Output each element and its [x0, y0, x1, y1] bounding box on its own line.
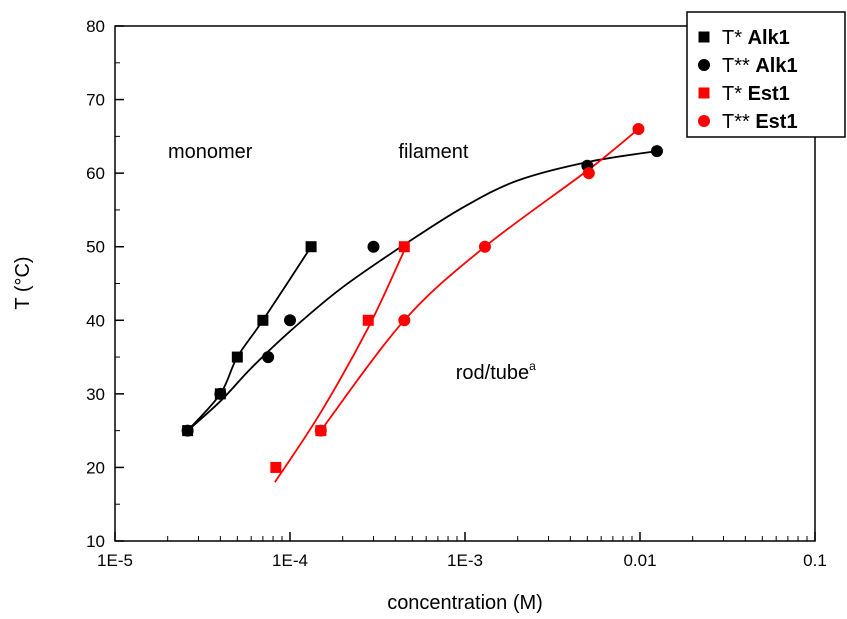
x-tick-label: 0.01 — [623, 551, 656, 570]
data-point-tstarstar-est1 — [632, 123, 645, 135]
data-point-tstarstar-alk1 — [367, 240, 380, 253]
y-tick-label: 80 — [86, 17, 105, 36]
y-tick-label: 30 — [86, 385, 105, 404]
data-point-tstar-est1 — [362, 314, 374, 326]
legend-box — [686, 11, 846, 138]
region-label: monomer — [168, 141, 253, 163]
data-point-tstar-est1 — [398, 241, 410, 253]
region-label: filament — [398, 141, 468, 163]
y-axis: 10 20 30 40 50 60 70 80 — [86, 17, 124, 551]
y-tick-label: 20 — [86, 458, 105, 477]
legend: T* Alk1 T** Alk1 T* Est1 T** Est1 — [686, 11, 846, 138]
data-point-tstarstar-alk1 — [650, 145, 663, 158]
data-point-tstar-alk1 — [305, 241, 317, 253]
data-point-tstarstar-est1 — [478, 240, 491, 253]
data-point-tstar-est1 — [270, 461, 282, 473]
x-tick-label: 1E-3 — [447, 551, 483, 570]
data-point-tstarstar-alk1 — [284, 314, 296, 327]
data-markers — [181, 123, 663, 473]
y-tick-label: 70 — [86, 91, 105, 110]
legend-marker — [698, 59, 710, 71]
legend-label: T* Alk1 — [722, 27, 790, 49]
legend-marker — [698, 31, 710, 43]
data-point-tstarstar-alk1 — [262, 351, 275, 364]
data-point-tstarstar-alk1 — [181, 424, 194, 437]
legend-marker — [698, 115, 710, 127]
fit-line-tstarstar-alk1 — [187, 150, 658, 432]
legend-marker — [698, 87, 710, 99]
x-tick-label: 1E-5 — [97, 551, 133, 570]
region-labels: monomer filament rod/tubea — [168, 141, 536, 384]
x-axis-title: concentration (M) — [387, 592, 543, 614]
legend-label: T** Alk1 — [722, 55, 798, 77]
x-tick-label: 1E-4 — [272, 551, 308, 570]
region-label: rod/tubea — [456, 359, 536, 384]
x-axis: 1E-5 1E-4 1E-3 0.01 0.1 — [97, 532, 827, 570]
legend-label: T* Est1 — [722, 83, 790, 105]
data-point-tstarstar-alk1 — [214, 387, 227, 400]
region-label-superscript: a — [529, 359, 536, 373]
data-point-tstarstar-est1 — [582, 167, 595, 180]
y-tick-label: 50 — [86, 238, 105, 257]
data-point-tstar-alk1 — [231, 351, 243, 363]
fit-lines — [186, 128, 658, 483]
data-point-tstarstar-est1 — [398, 314, 411, 327]
y-axis-title: T (°C) — [12, 256, 34, 309]
y-tick-label: 60 — [86, 164, 105, 183]
data-point-tstarstar-est1 — [314, 424, 327, 437]
fit-line-tstar-alk1 — [186, 246, 312, 432]
y-tick-label: 10 — [86, 532, 105, 551]
data-point-tstar-alk1 — [257, 314, 269, 326]
legend-label: T** Est1 — [722, 111, 798, 133]
x-tick-label: 0.1 — [803, 551, 827, 570]
y-tick-label: 40 — [86, 311, 105, 330]
fit-line-tstar-est1 — [274, 250, 406, 483]
